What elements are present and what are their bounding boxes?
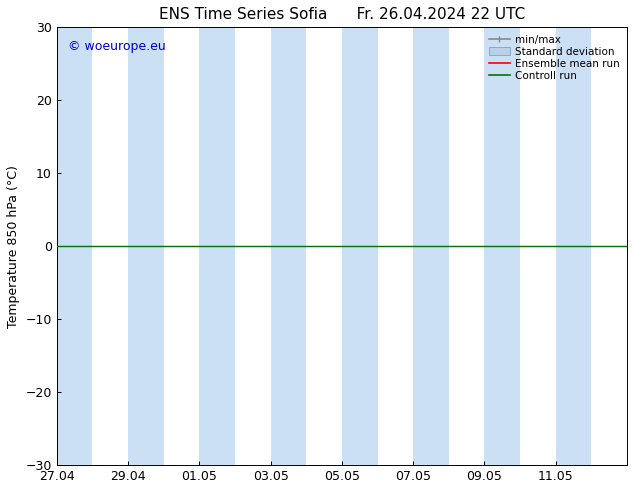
Bar [342,27,377,465]
Bar [484,27,520,465]
Legend: min/max, Standard deviation, Ensemble mean run, Controll run: min/max, Standard deviation, Ensemble me… [487,32,622,83]
Y-axis label: Temperature 850 hPa (°C): Temperature 850 hPa (°C) [7,165,20,328]
Bar [56,27,93,465]
Bar [556,27,592,465]
Bar [128,27,164,465]
Title: ENS Time Series Sofia      Fr. 26.04.2024 22 UTC: ENS Time Series Sofia Fr. 26.04.2024 22 … [158,7,525,22]
Bar [271,27,306,465]
Text: © woeurope.eu: © woeurope.eu [68,40,166,53]
Bar [413,27,449,465]
Bar [199,27,235,465]
